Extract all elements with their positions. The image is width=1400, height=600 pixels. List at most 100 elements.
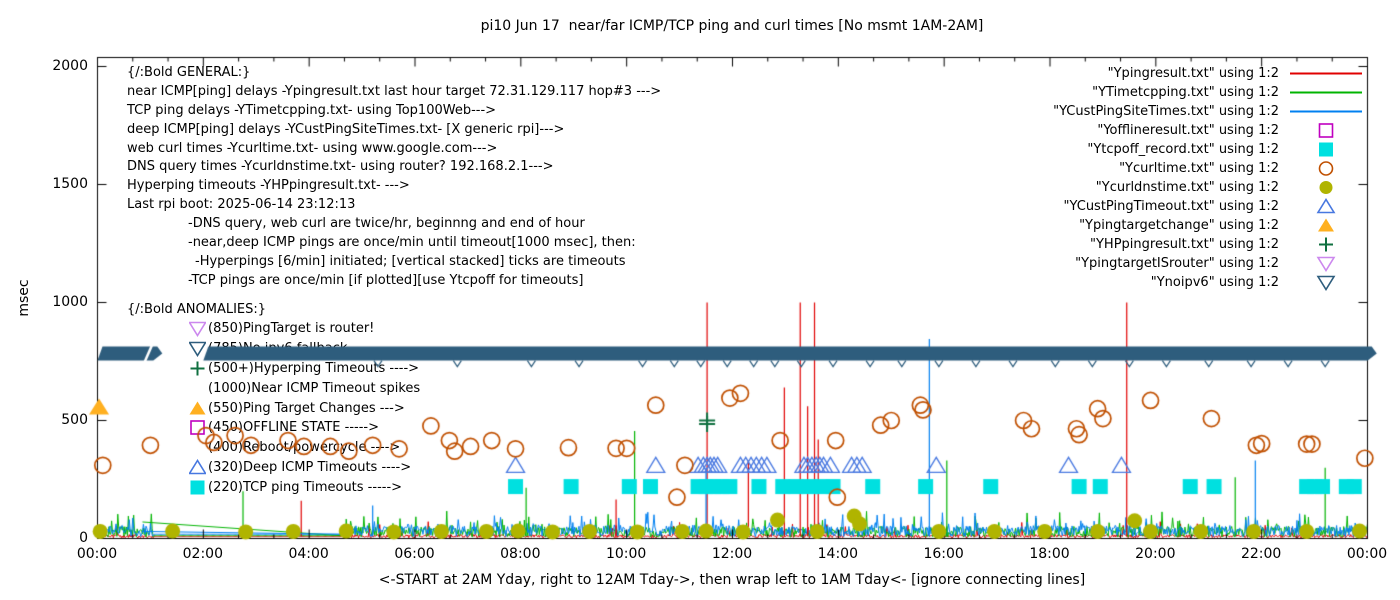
anomaly-text: (550)Ping Target Changes ---> [208,400,405,416]
legend-item: "Ytcpoff_record.txt" using 1:2 [1053,140,1365,159]
circle-open-icon [1287,160,1365,177]
legend-label: "YpingtargetISrouter" using 1:2 [1075,256,1279,271]
anomaly-text: (320)Deep ICMP Timeouts ----> [208,459,412,475]
general-line: DNS query times -Ycurldnstime.txt- using… [127,159,554,175]
legend-label: "Ycurldnstime.txt" using 1:2 [1095,180,1279,195]
line-icon [1287,65,1365,82]
triangle-filled-icon [1287,217,1365,234]
y-tick-label: 0 [79,530,88,546]
x-tick-label: 04:00 [288,546,329,562]
legend-label: "YHPpingresult.txt" using 1:2 [1090,237,1279,252]
general-line: TCP ping delays -YTimetcpping.txt- using… [127,102,497,118]
general-annotations: {/:Bold GENERAL:} near ICMP[ping] delays … [127,64,661,291]
general-line: -DNS query, web curl are twice/hr, begin… [188,216,585,232]
anomaly-text: (220)TCP ping Timeouts -----> [208,479,403,495]
anomaly-text: (450)OFFLINE STATE -----> [208,420,379,436]
legend-label: "YTimetcpping.txt" using 1:2 [1092,85,1279,100]
general-line: -near,deep ICMP pings are once/min until… [188,235,636,251]
x-tick-label: 08:00 [500,546,541,562]
anomaly-line: (1000)Near ICMP Timeout spikes [127,378,420,398]
legend-label: "Yofflineresult.txt" using 1:2 [1097,123,1279,138]
anomalies-header: {/:Bold ANOMALIES:} [127,302,267,317]
legend-item: "Ynoipv6" using 1:2 [1053,273,1365,292]
general-line: deep ICMP[ping] delays -YCustPingSiteTim… [127,121,565,137]
anomaly-text: (785)No ipv6 fallback [208,341,348,357]
legend-item: "YTimetcpping.txt" using 1:2 [1053,83,1365,102]
triangle-open-icon [1287,197,1365,215]
x-tick-label: 00:00 [1346,546,1388,562]
anomaly-line: (400)Reboot/powercycle ----> [127,438,420,458]
no-icon [189,439,206,456]
triangle-down-open-icon [1287,255,1365,273]
anomaly-line: (320)Deep ICMP Timeouts ----> [127,458,420,478]
legend-item: "YCustPingSiteTimes.txt" using 1:2 [1053,102,1365,121]
legend: "Ypingresult.txt" using 1:2 "YTimetcpping… [1053,64,1365,292]
general-line: near ICMP[ping] delays -Ypingresult.txt … [127,83,662,99]
anomaly-line: (500+)Hyperping Timeouts ----> [127,359,420,379]
x-tick-label: 18:00 [1029,546,1070,562]
general-line: web curl times -Ycurltime.txt- using www… [127,140,498,156]
anomaly-text: (850)PingTarget is router! [208,321,375,337]
anomaly-text: (400)Reboot/powercycle ----> [208,440,401,456]
legend-item: "Yofflineresult.txt" using 1:2 [1053,121,1365,140]
line-icon [1287,103,1365,120]
triangle-open-icon [188,458,207,476]
legend-label: "YCustPingTimeout.txt" using 1:2 [1063,199,1279,214]
legend-item: "Ycurltime.txt" using 1:2 [1053,159,1365,178]
triangle-down-open-icon [188,320,207,338]
anomaly-line: (550)Ping Target Changes ---> [127,398,420,418]
anomaly-line: (450)OFFLINE STATE -----> [127,418,420,438]
legend-label: "Ynoipv6" using 1:2 [1150,275,1279,290]
anomaly-line: (850)PingTarget is router! [127,319,420,339]
no-icon [189,380,206,397]
general-header: {/:Bold GENERAL:} [127,65,251,80]
triangle-filled-icon [189,400,206,417]
square-open-icon [189,419,206,436]
legend-label: "YCustPingSiteTimes.txt" using 1:2 [1053,104,1279,119]
general-line: -Hyperpings [6/min] initiated; [vertical… [195,253,626,269]
legend-label: "Ycurltime.txt" using 1:2 [1119,161,1279,176]
square-filled-icon [1287,141,1365,158]
legend-item: "YCustPingTimeout.txt" using 1:2 [1053,197,1365,216]
x-tick-label: 22:00 [1240,546,1282,562]
anomaly-line: (220)TCP ping Timeouts -----> [127,477,420,497]
anomalies-annotations: {/:Bold ANOMALIES:} (850)PingTarget is ro… [127,300,420,497]
legend-item: "Ycurldnstime.txt" using 1:2 [1053,178,1365,197]
chart-title: pi10 Jun 17 near/far ICMP/TCP ping and c… [480,18,984,34]
x-tick-label: 10:00 [605,546,647,562]
general-line: Hyperping timeouts -YHPpingresult.txt- -… [127,178,410,194]
anomaly-line: (785)No ipv6 fallback [127,339,420,359]
triangle-down-open-icon [1287,274,1365,292]
x-tick-label: 16:00 [923,546,964,562]
general-line: -TCP pings are once/min [if plotted][use… [188,272,584,288]
x-tick-label: 02:00 [182,546,223,562]
y-tick-label: 1500 [52,176,88,192]
x-tick-label: 12:00 [711,546,753,562]
legend-item: "YHPpingresult.txt" using 1:2 [1053,235,1365,254]
anomaly-text: (500+)Hyperping Timeouts ----> [208,360,420,376]
line-icon [1287,84,1365,101]
plus-icon [1287,236,1365,253]
y-tick-label: 2000 [52,58,88,74]
y-tick-label: 1000 [52,294,88,310]
plus-icon [189,360,206,377]
legend-label: "Ypingresult.txt" using 1:2 [1107,66,1279,81]
x-tick-label: 06:00 [394,546,435,562]
y-tick-label: 500 [61,412,88,428]
anomaly-text: (1000)Near ICMP Timeout spikes [208,380,421,396]
x-tick-label: 14:00 [817,546,858,562]
general-line: Last rpi boot: 2025-06-14 23:12:13 [127,197,356,213]
x-tick-label: 20:00 [1135,546,1176,562]
circle-filled-icon [1287,179,1365,196]
square-open-icon [1287,122,1365,139]
legend-label: "Ypingtargetchange" using 1:2 [1079,218,1279,233]
legend-item: "Ypingresult.txt" using 1:2 [1053,64,1365,83]
legend-item: "Ypingtargetchange" using 1:2 [1053,216,1365,235]
triangle-down-open-icon [188,340,207,358]
x-tick-label: 00:00 [76,546,118,562]
legend-label: "Ytcpoff_record.txt" using 1:2 [1087,142,1279,157]
legend-item: "YpingtargetISrouter" using 1:2 [1053,254,1365,273]
x-axis-label: <-START at 2AM Yday, right to 12AM Tday-… [378,572,1086,588]
square-filled-icon [189,479,206,496]
